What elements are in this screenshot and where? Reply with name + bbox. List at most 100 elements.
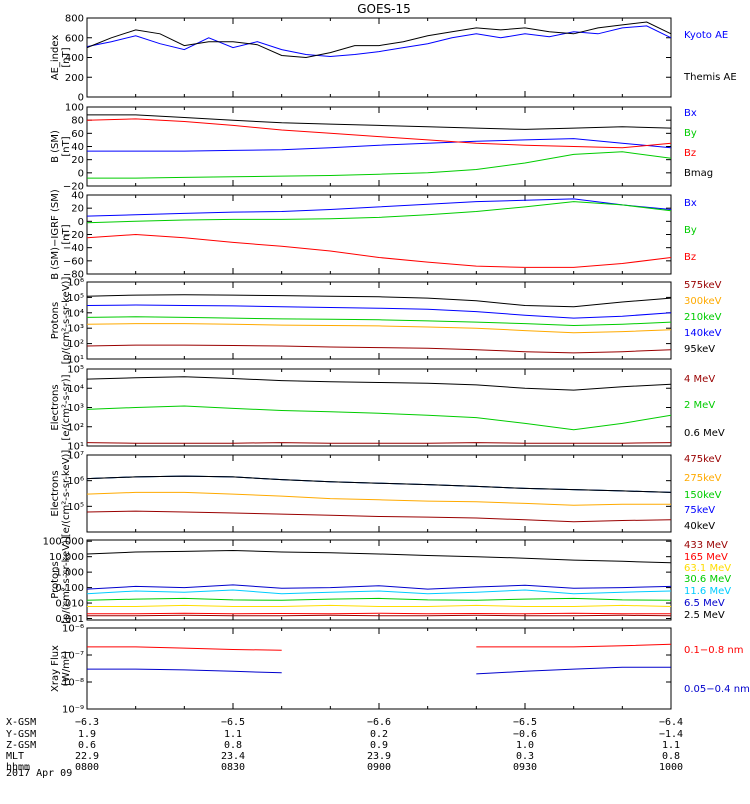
panel-bigrf: −80 −60 −40 −20 0 20 40 B (SM)−IGRF (SM) [nT] Bx B… <box>50 189 697 280</box>
series-line-6-5-mev <box>86 584 672 590</box>
y-tick-label: 10⁶ <box>67 476 84 487</box>
series-line-0-6-mev <box>86 376 672 391</box>
panel-electrons_mev: 10¹ 10² 10³ 10⁴ 10⁵ Electrons [e/(cm²-s-sr)] 4 … <box>50 365 725 453</box>
ephemeris-row-label: X-GSM <box>6 717 36 728</box>
series-line-2-5-mev <box>86 549 672 564</box>
legend-entry: 40keV <box>684 521 715 532</box>
y-tick-label: −20 <box>63 230 84 241</box>
y-axis-label: [W/m²] <box>61 651 72 686</box>
y-tick-label: 0.001 <box>55 614 84 625</box>
y-tick-label: 10.000 <box>49 552 84 563</box>
legend-entry: 165 MeV <box>684 552 728 563</box>
legend-entry: 0.05−0.4 nm <box>684 684 750 695</box>
y-tick-label: 600 <box>65 33 84 44</box>
legend-entry: 0.1−0.8 nm <box>684 645 743 656</box>
ephemeris-value: 22.9 <box>75 751 99 762</box>
series-line-by <box>87 151 672 179</box>
y-axis-label: B (SM)−IGRF (SM) <box>50 189 61 280</box>
plot-title: GOES-15 <box>357 2 411 16</box>
legend-entry: 300keV <box>684 296 722 307</box>
date-label: 2017 Apr 09 <box>6 768 72 779</box>
ephemeris-value: 0.9 <box>370 740 388 751</box>
legend-entry: By <box>684 128 697 139</box>
series-line-275kev <box>86 491 671 506</box>
ephemeris-value: 0930 <box>513 762 537 773</box>
series-line-63-1-mev <box>87 604 672 607</box>
series-line-475kev <box>86 510 672 523</box>
legend-entry: 30.6 MeV <box>684 574 731 585</box>
y-tick-label: 10⁶ <box>67 278 84 289</box>
y-tick-label: 10¹ <box>67 442 84 453</box>
series-line-30-6-mev <box>86 597 672 601</box>
panel-ae: 0 200 400 600 800 AE_index [nT] Kyoto AE Themis … <box>50 14 737 104</box>
ephemeris-value: 0900 <box>367 762 391 773</box>
legend-entry: Kyoto AE <box>684 30 728 41</box>
legend-entry: By <box>684 225 697 236</box>
series-line-2-mev <box>86 405 672 431</box>
ephemeris-value: −6.4 <box>659 717 683 728</box>
ephemeris-row-label: hhmm <box>6 762 30 773</box>
legend-entry: 575keV <box>684 280 722 291</box>
y-tick-label: 10⁵ <box>67 502 84 513</box>
ephemeris-value: 1000 <box>659 762 683 773</box>
y-axis-label: [e/(cm²-s-sr-keV)] <box>61 450 72 538</box>
panel-electrons_kev: 10⁵ 10⁶ 10⁷ Electrons [e/(cm²-s-sr-keV)] 475k… <box>50 450 722 538</box>
legend-entry: 150keV <box>684 490 722 501</box>
y-axis-label: [p/(cm²-s-sr-keV)] <box>61 277 72 365</box>
series-line-bz <box>86 233 672 268</box>
y-tick-label: 10⁵ <box>67 293 84 304</box>
ephemeris-value: 23.9 <box>367 751 391 762</box>
series-line-themis-ae <box>86 21 672 59</box>
series-line-0-05-0-4-nm <box>87 666 671 675</box>
y-tick-label: 10⁻⁶ <box>62 624 84 635</box>
ephemeris-value: −6.3 <box>75 717 99 728</box>
y-tick-label: 0 <box>78 168 84 179</box>
y-tick-label: 0 <box>78 93 84 104</box>
series-line-bx <box>86 198 672 217</box>
panel-bsm: −20 0 20 40 60 80 100 B (SM) [nT] Bx By Bz Bmag <box>50 103 713 193</box>
y-tick-label: 0 <box>78 217 84 228</box>
y-tick-label: 10³ <box>67 324 84 335</box>
series-line-95kev <box>86 294 672 308</box>
y-axis-label: [nT] <box>61 136 72 156</box>
series-line-575kev <box>86 344 672 354</box>
y-axis-label: Xray Flux <box>50 645 61 692</box>
ephemeris-value: −0.6 <box>513 729 537 740</box>
legend-entry: Bz <box>684 252 696 263</box>
ephemeris-value: 0830 <box>221 762 245 773</box>
panel-protons_mev: 0.001 0.010 0.100 1.000 10.000 100.000 Protons… <box>43 536 732 625</box>
legend-entry: 75keV <box>684 505 715 516</box>
ephemeris-value: 0.8 <box>662 751 680 762</box>
legend-entry: Bx <box>684 108 697 119</box>
y-tick-label: 100 <box>65 103 84 114</box>
y-tick-label: 60 <box>71 129 84 140</box>
series-line-140kev <box>86 304 672 319</box>
ephemeris-value: 0.2 <box>370 729 388 740</box>
y-axis-label: [nT] <box>61 47 72 67</box>
y-axis-label: Electrons <box>50 470 61 516</box>
ephemeris-value: 23.4 <box>221 751 245 762</box>
y-tick-label: 10⁴ <box>67 308 84 319</box>
y-tick-label: 0.010 <box>55 599 84 610</box>
legend-entry: 210keV <box>684 312 722 323</box>
y-axis-label: Electrons <box>50 384 61 430</box>
series-line-kyoto-ae <box>86 25 672 58</box>
series-line-bz <box>86 118 672 149</box>
y-tick-label: 10¹ <box>67 355 84 366</box>
ephemeris-value: −6.5 <box>221 717 245 728</box>
legend-entry: 475keV <box>684 454 722 465</box>
y-tick-label: −60 <box>63 256 84 267</box>
legend-entry: Bz <box>684 148 696 159</box>
y-axis-label: [nT] <box>61 224 72 244</box>
y-tick-label: 10² <box>67 422 84 433</box>
legend-entry: 2.5 MeV <box>684 610 725 621</box>
y-tick-label: 10² <box>67 339 84 350</box>
y-tick-label: 10⁷ <box>67 451 84 462</box>
legend-entry: Bx <box>684 198 697 209</box>
series-line-0-1-0-8-nm <box>87 643 672 651</box>
y-tick-label: 10⁻⁸ <box>62 678 84 689</box>
y-axis-label: [e/(cm²-s-sr)] <box>61 374 72 440</box>
y-axis-label: Protons <box>50 302 61 339</box>
ephemeris-row-label: Y-GSM <box>6 729 36 740</box>
